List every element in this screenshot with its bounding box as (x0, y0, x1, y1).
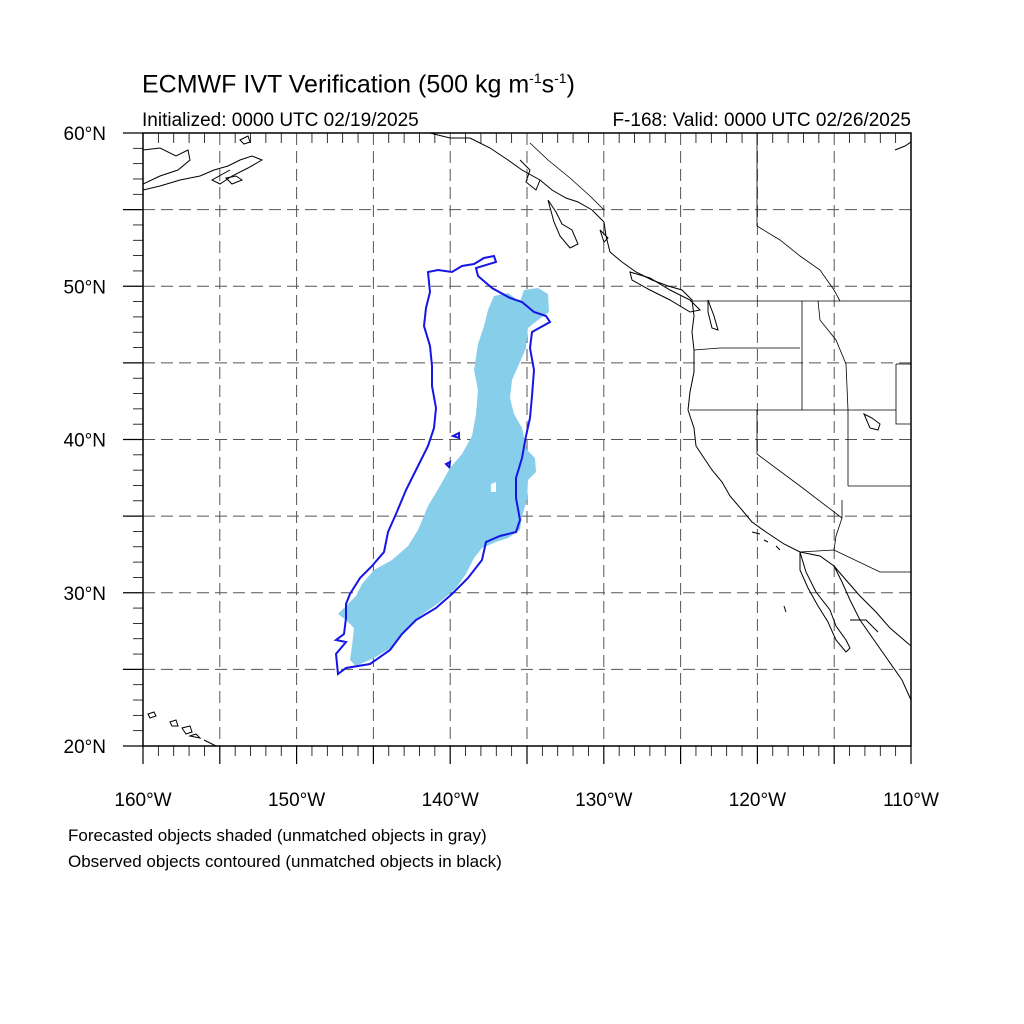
axis-ticks (123, 132, 912, 764)
lon-tick-label: 110°W (883, 790, 939, 811)
map-title: ECMWF IVT Verification (500 kg m-1s-1) (142, 70, 575, 99)
lon-tick-label: 130°W (575, 790, 632, 811)
lon-tick-label: 140°W (422, 790, 479, 811)
observed-contour-small (450, 431, 460, 440)
lon-tick-label: 150°W (268, 790, 325, 811)
lat-tick-label: 40°N (64, 431, 106, 452)
forecast-object-small (491, 482, 496, 492)
lat-tick-label: 30°N (64, 584, 106, 605)
lon-tick-label: 160°W (114, 790, 171, 811)
coastlines (143, 133, 911, 746)
lat-tick-label: 60°N (64, 124, 106, 145)
caption-observed: Observed objects contoured (unmatched ob… (68, 852, 502, 871)
valid-time: F-168: Valid: 0000 UTC 02/26/2025 (612, 110, 911, 131)
longitude-labels: 160°W 150°W 140°W 130°W 120°W 110°W (114, 790, 939, 811)
forecast-object (338, 288, 549, 666)
observed-contour-small (444, 460, 452, 470)
observed-contour (333, 254, 552, 676)
caption-forecast: Forecasted objects shaded (unmatched obj… (68, 826, 487, 845)
lon-tick-label: 120°W (729, 790, 786, 811)
lat-tick-label: 50°N (64, 277, 106, 298)
latitude-labels: 20°N 30°N 40°N 50°N 60°N (64, 124, 106, 758)
political-borders (529, 133, 911, 573)
initialized-time: Initialized: 0000 UTC 02/19/2025 (142, 110, 419, 131)
gridlines (143, 133, 911, 746)
lat-tick-label: 20°N (64, 737, 106, 758)
